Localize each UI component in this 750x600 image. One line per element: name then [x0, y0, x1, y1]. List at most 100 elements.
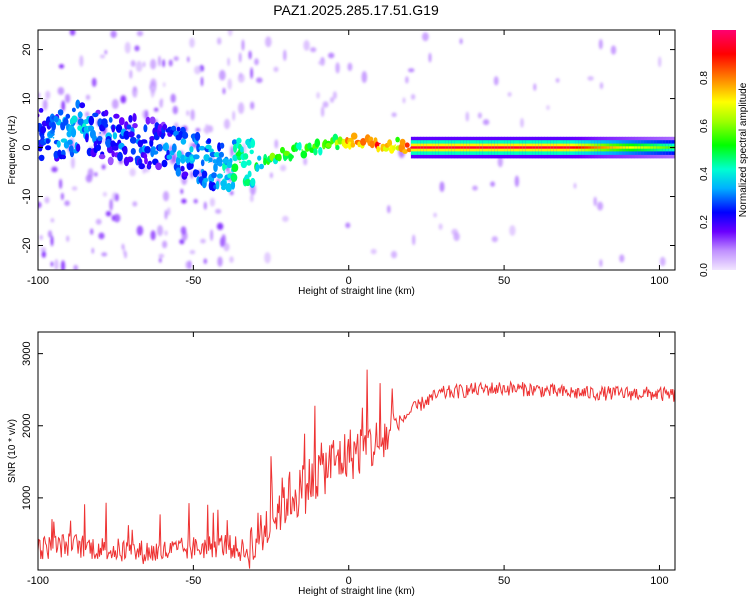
ridge-blob — [313, 148, 318, 156]
ridge-blob — [140, 139, 148, 144]
tone-band — [603, 146, 607, 149]
tone-band — [572, 146, 576, 149]
tone-band — [420, 146, 424, 149]
ridge-blob — [220, 180, 227, 188]
ridge-blob — [288, 154, 294, 160]
tone-band — [659, 146, 663, 149]
noise-blob — [328, 52, 335, 59]
ridge-blob — [88, 115, 95, 126]
noise-blob — [598, 39, 603, 50]
noise-blob — [217, 256, 223, 267]
noise-blob — [610, 45, 617, 55]
noise-blob — [94, 172, 98, 177]
noise-blob — [273, 66, 279, 73]
noise-blob — [180, 226, 187, 235]
noise-blob — [167, 207, 171, 216]
tone-band — [432, 146, 437, 149]
ridge-blob — [45, 138, 50, 144]
tone-band — [519, 146, 524, 149]
ridge-blob — [71, 107, 76, 113]
ridge-blob — [157, 144, 163, 152]
tone-band — [575, 146, 580, 149]
tone-band — [650, 146, 654, 149]
ridge-blob — [263, 157, 267, 166]
ridge-blob — [404, 142, 410, 148]
noise-blob — [412, 234, 416, 246]
ridge-blob — [111, 145, 119, 151]
ridge-blob — [283, 150, 291, 157]
ridge-blob — [117, 151, 123, 162]
ridge-blob — [219, 142, 225, 149]
noise-blob — [172, 152, 177, 163]
noise-blob — [99, 54, 106, 59]
noise-blob — [41, 250, 46, 258]
noise-blob — [153, 107, 159, 112]
ridge-blob — [147, 160, 152, 166]
snr-frame — [37, 331, 676, 571]
noise-blob — [239, 72, 242, 78]
ridge-blob — [108, 117, 113, 123]
noise-blob — [193, 198, 198, 204]
tone-band — [435, 146, 440, 149]
noise-blob — [422, 32, 429, 42]
tone-band — [516, 146, 520, 149]
noise-blob — [361, 71, 368, 83]
ridge-blob — [213, 163, 218, 173]
ridge-blob — [75, 99, 81, 109]
ridge-blob — [203, 176, 208, 183]
tone-band — [578, 146, 583, 149]
noise-blob — [158, 55, 161, 67]
noise-blob — [254, 58, 259, 66]
noise-blob — [238, 52, 242, 63]
noise-blob — [477, 112, 482, 119]
x-tick-label: -100 — [27, 575, 49, 587]
noise-blob — [265, 36, 272, 48]
noise-blob — [200, 76, 204, 87]
noise-blob — [189, 250, 196, 255]
noise-blob — [185, 261, 190, 269]
ridge-blob — [103, 123, 109, 128]
noise-blob — [130, 60, 136, 67]
noise-blob — [129, 69, 133, 79]
ridge-blob — [211, 172, 217, 179]
ridge-blob — [246, 159, 252, 166]
noise-blob — [573, 182, 577, 189]
ridge-blob — [143, 124, 148, 133]
tone-band — [594, 146, 598, 149]
ridge-blob — [218, 151, 224, 158]
tone-band — [473, 146, 477, 149]
colorbar-tick-label: 0.4 — [699, 167, 710, 181]
ridge-blob — [171, 125, 177, 131]
noise-blob — [491, 236, 498, 243]
noise-blob — [129, 168, 136, 177]
noise-blob — [162, 59, 166, 68]
noise-blob — [85, 94, 91, 101]
tone-band — [597, 146, 601, 149]
noise-blob — [215, 208, 222, 214]
y-tick-label: 20 — [21, 43, 33, 55]
noise-blob — [493, 76, 499, 86]
noise-blob — [44, 196, 50, 204]
ridge-blob — [230, 173, 238, 183]
noise-blob — [61, 100, 65, 112]
noise-blob — [533, 83, 537, 91]
tone-band — [544, 146, 548, 149]
tone-band — [501, 146, 505, 149]
ridge-blob — [111, 124, 116, 133]
ridge-blob — [40, 126, 47, 134]
noise-blob — [264, 252, 271, 264]
noise-blob — [134, 45, 140, 52]
tone-band — [591, 146, 595, 149]
ridge-blob — [376, 145, 381, 153]
tone-band — [600, 146, 604, 149]
y-axis-label: Frequency (Hz) — [7, 116, 18, 185]
noise-blob — [73, 264, 79, 270]
tone-band — [581, 146, 586, 149]
noise-blob — [310, 47, 317, 53]
noise-blob — [218, 69, 226, 81]
noise-blob — [150, 85, 156, 97]
noise-blob — [229, 256, 234, 263]
ridge-blob — [175, 167, 181, 177]
ridge-point — [239, 161, 241, 163]
